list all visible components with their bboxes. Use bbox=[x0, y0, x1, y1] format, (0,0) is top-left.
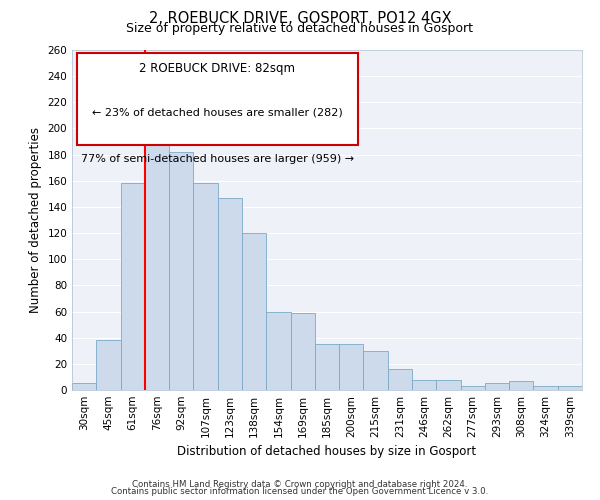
Bar bbox=[509, 381, 533, 390]
Bar bbox=[145, 105, 169, 390]
Bar bbox=[193, 184, 218, 390]
Bar bbox=[412, 380, 436, 390]
Text: 77% of semi-detached houses are larger (959) →: 77% of semi-detached houses are larger (… bbox=[81, 154, 354, 164]
X-axis label: Distribution of detached houses by size in Gosport: Distribution of detached houses by size … bbox=[178, 446, 476, 458]
Bar bbox=[315, 344, 339, 390]
Text: ← 23% of detached houses are smaller (282): ← 23% of detached houses are smaller (28… bbox=[92, 108, 343, 118]
Text: 2 ROEBUCK DRIVE: 82sqm: 2 ROEBUCK DRIVE: 82sqm bbox=[139, 62, 295, 75]
Bar bbox=[218, 198, 242, 390]
Bar bbox=[388, 369, 412, 390]
Bar bbox=[121, 184, 145, 390]
FancyBboxPatch shape bbox=[77, 54, 358, 145]
Bar bbox=[339, 344, 364, 390]
Text: Contains public sector information licensed under the Open Government Licence v : Contains public sector information licen… bbox=[112, 487, 488, 496]
Bar bbox=[242, 233, 266, 390]
Y-axis label: Number of detached properties: Number of detached properties bbox=[29, 127, 42, 313]
Bar bbox=[169, 152, 193, 390]
Bar bbox=[485, 384, 509, 390]
Bar bbox=[436, 380, 461, 390]
Bar bbox=[290, 313, 315, 390]
Bar bbox=[266, 312, 290, 390]
Bar bbox=[533, 386, 558, 390]
Text: Contains HM Land Registry data © Crown copyright and database right 2024.: Contains HM Land Registry data © Crown c… bbox=[132, 480, 468, 489]
Bar bbox=[96, 340, 121, 390]
Text: 2, ROEBUCK DRIVE, GOSPORT, PO12 4GX: 2, ROEBUCK DRIVE, GOSPORT, PO12 4GX bbox=[149, 11, 451, 26]
Text: Size of property relative to detached houses in Gosport: Size of property relative to detached ho… bbox=[127, 22, 473, 35]
Bar bbox=[558, 386, 582, 390]
Bar bbox=[461, 386, 485, 390]
Bar bbox=[72, 384, 96, 390]
Bar bbox=[364, 351, 388, 390]
